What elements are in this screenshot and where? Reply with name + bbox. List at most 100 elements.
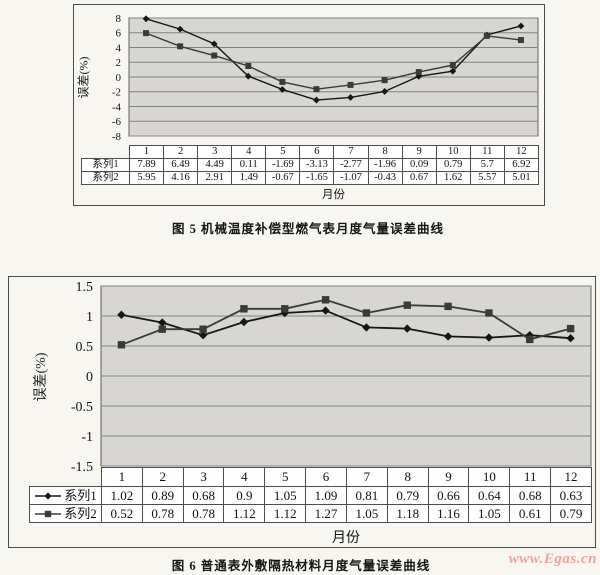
series-name: 系列2 bbox=[92, 172, 119, 184]
value-cell: 1.12 bbox=[264, 504, 307, 523]
value-cell: 1.49 bbox=[231, 171, 267, 185]
value-cell: 1.18 bbox=[386, 504, 429, 523]
value-cell: 1.12 bbox=[223, 504, 266, 523]
value-cell: 5.7 bbox=[469, 158, 505, 172]
value-cell: 1.02 bbox=[101, 486, 143, 505]
figure-5-chart-box: 误差(%) 8 6 4 2 0 -2 -4 -6 -8 1 2 3 4 5 6 7 8 9 10 11 12 系列1 7.… bbox=[73, 4, 545, 206]
y-tick-label: 1 bbox=[86, 310, 93, 325]
square-marker bbox=[279, 78, 286, 85]
y-tick-label: -2 bbox=[112, 87, 121, 99]
x-axis-label: 月份 bbox=[322, 189, 345, 201]
value-cell: 0.78 bbox=[141, 504, 184, 523]
series-line-2 bbox=[145, 32, 522, 90]
diamond-marker bbox=[244, 72, 252, 80]
series-name: 系列2 bbox=[64, 506, 97, 522]
value-cell: 6.49 bbox=[163, 158, 199, 172]
data-table-figure-5: 1 2 3 4 5 6 7 8 9 10 11 12 系列1 7.89 6.49 4.49 0.11 -1.69-… bbox=[81, 145, 539, 185]
value-cell: 0.68 bbox=[509, 486, 552, 505]
month-header-cell: 12 bbox=[550, 467, 592, 487]
y-tick-label: 0 bbox=[116, 72, 122, 84]
square-marker bbox=[381, 77, 388, 84]
series-name: 系列1 bbox=[64, 488, 97, 504]
y-tick-label: -4 bbox=[112, 101, 122, 113]
month-header-cell: 10 bbox=[435, 145, 471, 159]
value-cell: 0.79 bbox=[386, 486, 429, 505]
diamond-marker bbox=[280, 308, 289, 318]
series-1-row-label: 系列1 bbox=[29, 486, 102, 505]
diamond-marker bbox=[176, 25, 184, 33]
value-cell: -0.67 bbox=[265, 171, 301, 185]
y-tick-label: 0.5 bbox=[76, 340, 94, 355]
series-1-legend-icon bbox=[35, 492, 62, 500]
diamond-marker bbox=[403, 324, 412, 333]
series-line-1 bbox=[145, 18, 522, 101]
value-cell: 1.05 bbox=[264, 486, 307, 505]
y-tick-label: -1.5 bbox=[71, 460, 93, 475]
month-header-cell: 3 bbox=[197, 145, 233, 159]
y-tick-label: -8 bbox=[112, 131, 122, 143]
month-header-cell: 9 bbox=[401, 145, 437, 159]
value-cell: 4.49 bbox=[197, 158, 233, 172]
diamond-marker bbox=[239, 317, 249, 327]
square-marker bbox=[526, 335, 534, 344]
series-line-2 bbox=[121, 298, 571, 346]
square-marker bbox=[117, 341, 126, 349]
data-table-figure-6: 1 2 3 4 5 6 7 8 9 10 11 12 系列1 1.02 0.89 0.68 0.9 1.05 1.0… bbox=[29, 467, 592, 523]
series-line-1 bbox=[121, 309, 571, 340]
square-marker bbox=[566, 324, 575, 333]
month-header-cell: 6 bbox=[299, 145, 335, 159]
value-cell: 0.78 bbox=[182, 504, 225, 523]
series-2-row-label: 系列2 bbox=[29, 504, 102, 523]
watermark: www.Egas.cn bbox=[508, 551, 597, 567]
month-header-cell: 7 bbox=[333, 145, 369, 159]
diamond-marker bbox=[198, 331, 208, 340]
y-tick-label: 4 bbox=[116, 42, 122, 54]
value-cell: 5.95 bbox=[128, 171, 165, 185]
month-header-cell: 10 bbox=[468, 467, 511, 487]
month-header-cell: 1 bbox=[128, 145, 165, 159]
square-marker bbox=[449, 62, 456, 69]
month-header-cell: 11 bbox=[469, 145, 505, 159]
diamond-marker bbox=[158, 318, 167, 327]
value-cell: 1.05 bbox=[345, 504, 388, 523]
value-cell: -2.77 bbox=[333, 158, 369, 172]
month-header-cell: 5 bbox=[265, 145, 301, 159]
y-tick-label: -1 bbox=[81, 430, 93, 445]
y-tick-label: 6 bbox=[116, 28, 122, 40]
square-marker bbox=[313, 86, 320, 93]
series-name: 系列1 bbox=[92, 159, 119, 171]
series-1-row-label: 系列1 bbox=[81, 158, 130, 172]
diamond-marker bbox=[347, 94, 354, 101]
value-cell: -0.43 bbox=[367, 171, 403, 185]
diamond-marker bbox=[517, 22, 525, 30]
month-header-cell: 11 bbox=[509, 467, 552, 487]
table-corner bbox=[82, 146, 130, 159]
month-header-cell: 4 bbox=[231, 145, 267, 159]
y-tick-label: 1.5 bbox=[76, 280, 94, 295]
month-header-cell: 8 bbox=[386, 467, 429, 487]
value-cell: 0.9 bbox=[223, 486, 266, 505]
value-cell: 1.09 bbox=[305, 486, 347, 505]
value-cell: 6.92 bbox=[503, 158, 539, 172]
value-cell: 0.63 bbox=[550, 486, 592, 505]
value-cell: 0.89 bbox=[141, 486, 184, 505]
value-cell: 1.62 bbox=[435, 171, 471, 185]
square-marker bbox=[211, 52, 218, 59]
diamond-marker bbox=[117, 310, 126, 319]
value-cell: -1.96 bbox=[367, 158, 403, 172]
square-marker bbox=[240, 305, 248, 313]
figure-6-caption: 图 6 普通表外敷隔热材料月度气量误差曲线 bbox=[171, 559, 431, 573]
value-cell: 0.68 bbox=[182, 486, 225, 505]
y-tick-label: 0 bbox=[86, 370, 93, 385]
figure-5-caption: 图 5 机械温度补偿型燃气表月度气量误差曲线 bbox=[171, 222, 444, 236]
diamond-marker bbox=[362, 323, 371, 332]
value-cell: 0.79 bbox=[435, 158, 471, 172]
value-cell: 4.16 bbox=[163, 171, 199, 185]
value-cell: 5.01 bbox=[503, 171, 539, 185]
value-cell: 0.52 bbox=[101, 504, 143, 523]
figure-6-chart-box: 误差(%) 1.5 1 0.5 0 -0.5 -1 -1.5 1 2 3 4 5 6 7 8 9 10 11 12… bbox=[8, 276, 596, 548]
value-cell: 0.67 bbox=[401, 171, 437, 185]
y-tick-label: 8 bbox=[116, 13, 122, 25]
series-2-legend-icon bbox=[35, 510, 62, 518]
month-header-cell: 2 bbox=[163, 145, 199, 159]
